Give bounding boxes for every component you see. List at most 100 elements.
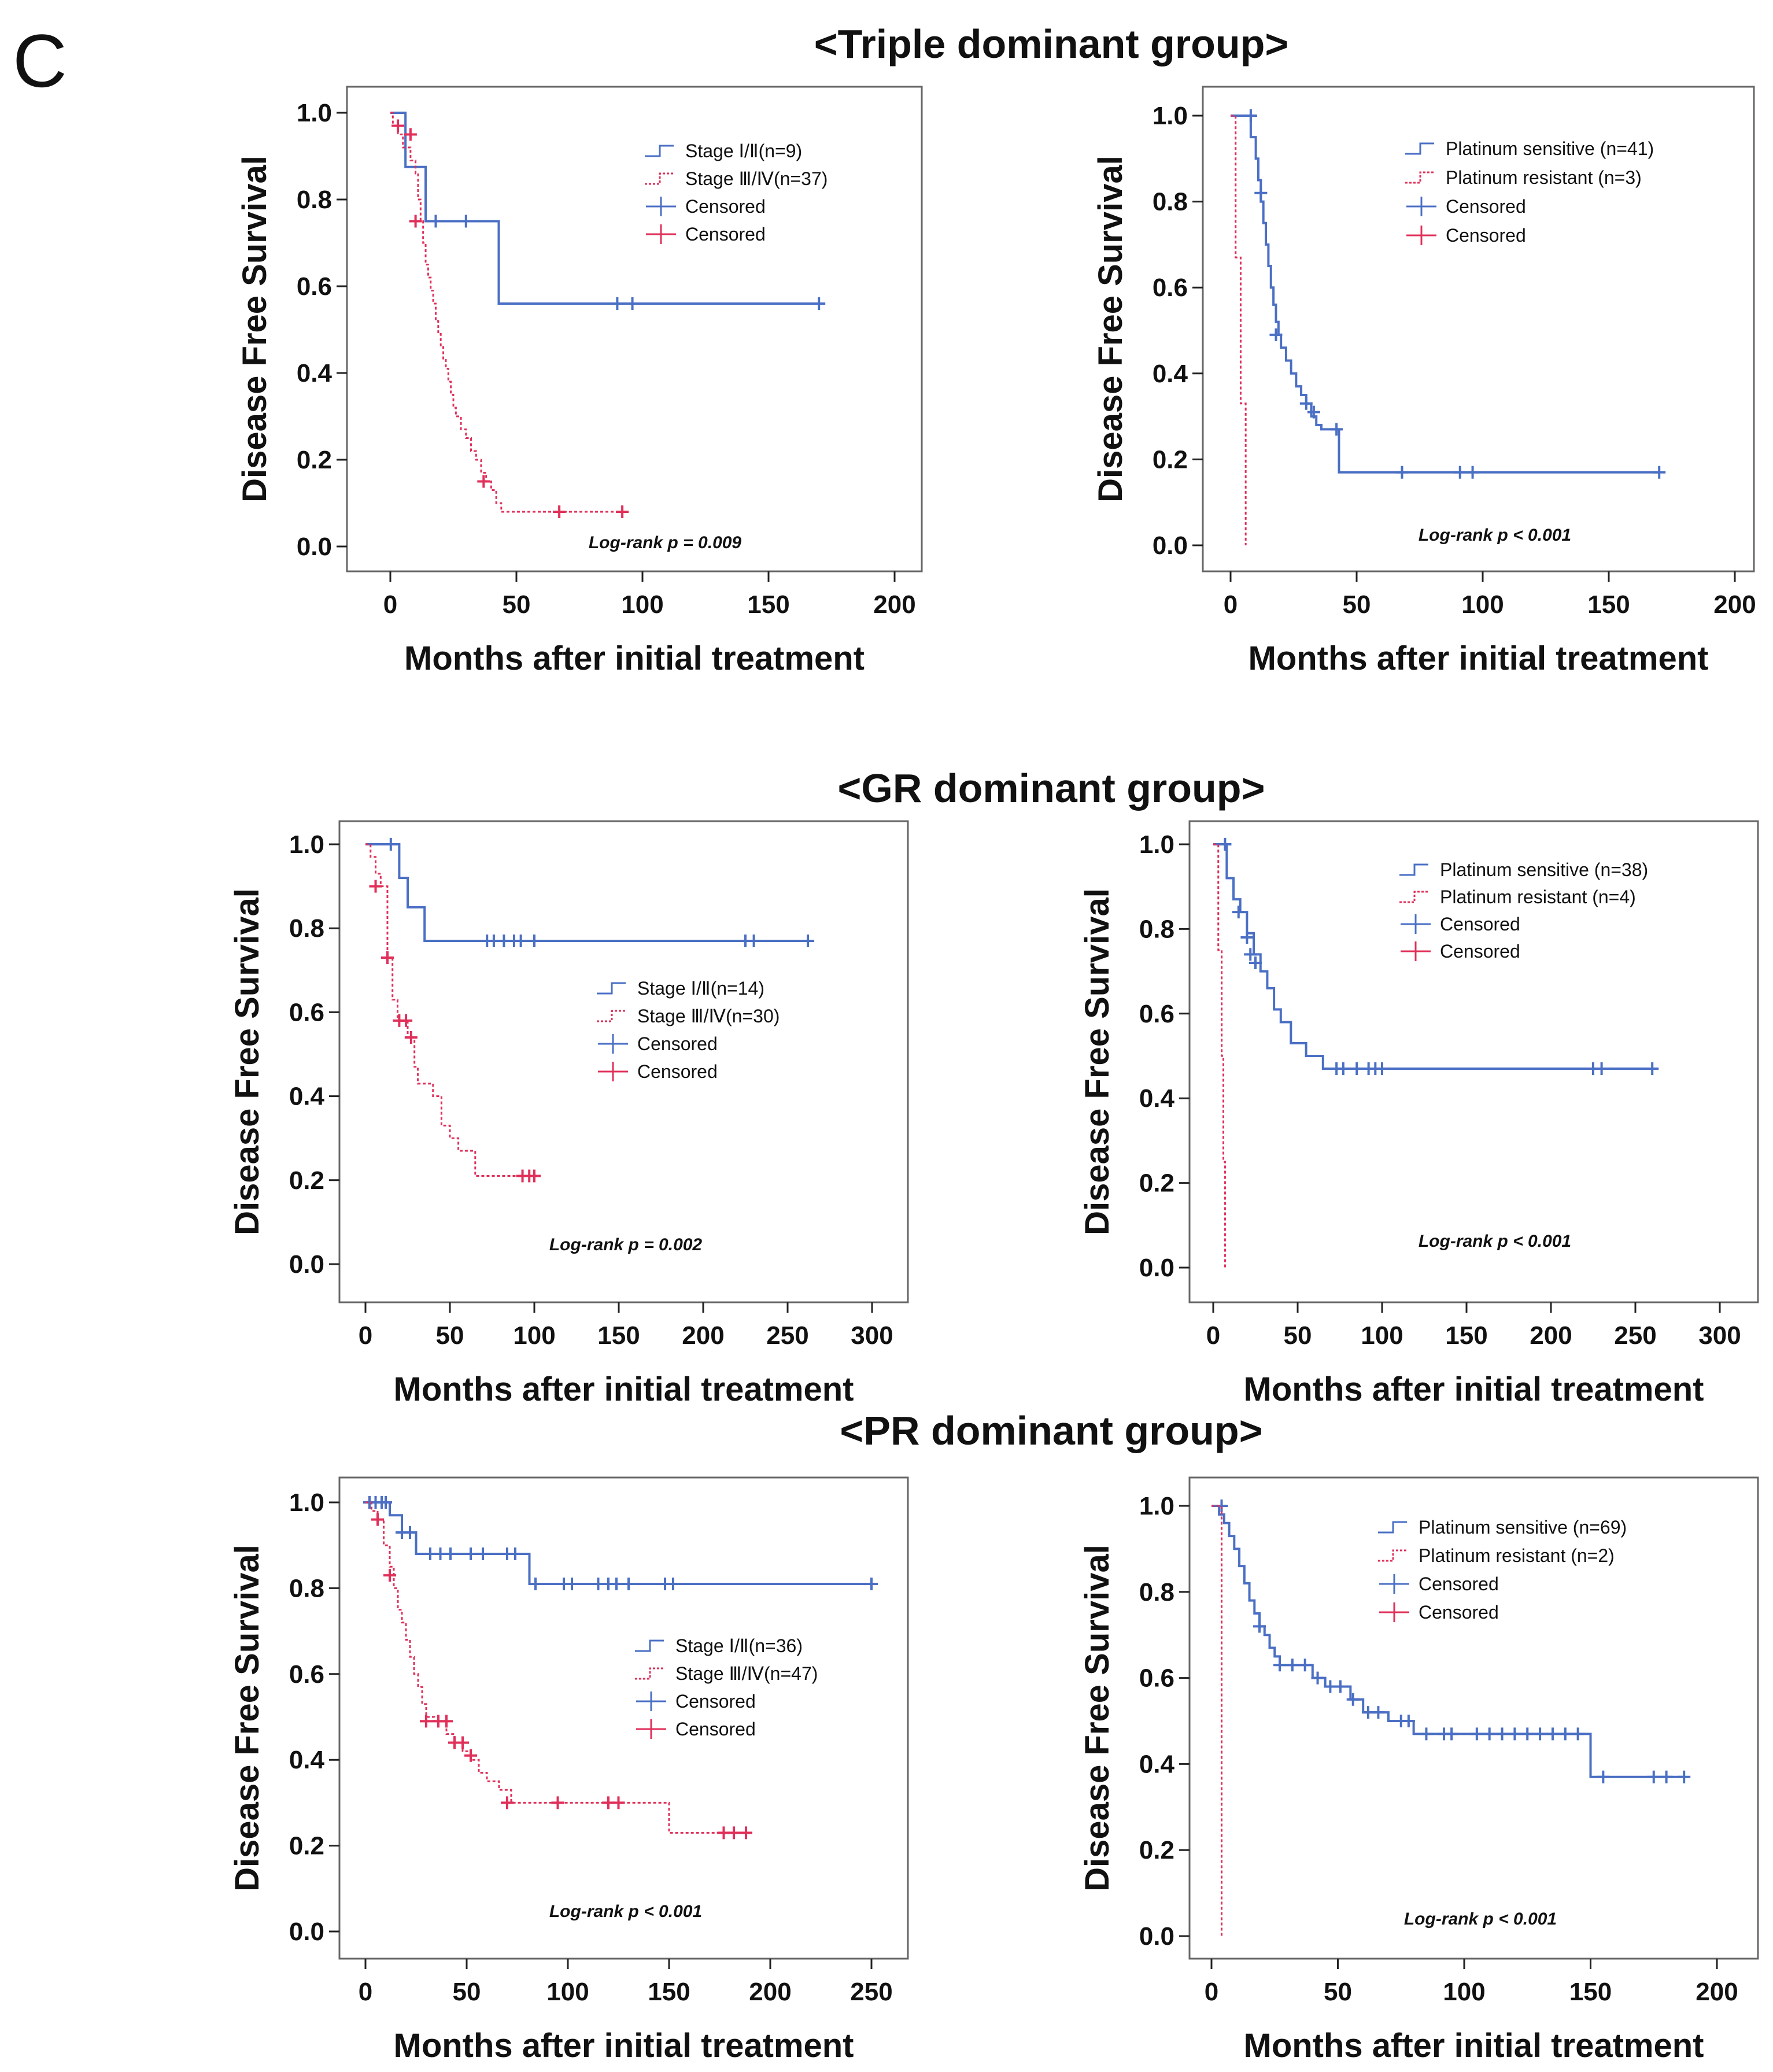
x-axis-title: Months after initial treatment — [1244, 1371, 1704, 1408]
x-tick-label: 150 — [648, 1978, 690, 2006]
censor-mark — [566, 1577, 578, 1590]
legend-swatch — [1378, 1549, 1407, 1562]
series-line-1 — [365, 843, 808, 942]
x-tick-label: 150 — [1587, 590, 1630, 619]
legend-label: Platinum sensitive (n=69) — [1419, 1517, 1627, 1538]
x-tick-label: 0 — [1206, 1321, 1220, 1350]
x-axis-title: Months after initial treatment — [1244, 2027, 1704, 2064]
censor-mark — [610, 1577, 623, 1590]
censor-mark — [1334, 1680, 1347, 1693]
x-tick-label: 200 — [873, 590, 915, 619]
y-tick-label: 0.8 — [297, 186, 332, 214]
x-tick-label: 250 — [850, 1978, 892, 2006]
km-chart-5: 0.0 0.2 0.4 0.6 0.8 1.0 0 50 100 150 200 250 Months … — [228, 1476, 909, 2064]
x-tick-label: 300 — [1698, 1321, 1741, 1350]
x-tick-label: 100 — [1461, 590, 1504, 619]
series-line-1 — [1213, 843, 1653, 1070]
y-tick-label: 0.6 — [1139, 1664, 1174, 1693]
y-tick-label: 0.6 — [289, 1660, 324, 1689]
y-tick-label: 0.4 — [297, 359, 333, 387]
censor-mark — [1420, 1727, 1433, 1741]
censor-mark — [444, 1547, 457, 1561]
censor-mark — [1311, 1671, 1324, 1685]
logrank-pvalue: Log-rank p < 0.001 — [1404, 1910, 1557, 1929]
legend-label: Censored — [1419, 1602, 1499, 1623]
y-tick-label: 1.0 — [289, 1489, 324, 1517]
y-axis-title: Disease Free Survival — [1092, 156, 1129, 503]
legend-label: Stage Ⅰ/Ⅱ(n=36) — [675, 1635, 803, 1656]
censor-mark — [1647, 1770, 1660, 1783]
censor-mark — [1249, 956, 1262, 969]
x-tick-label: 200 — [1530, 1321, 1572, 1350]
y-tick-label: 1.0 — [1139, 1492, 1174, 1520]
plot-frame — [1188, 820, 1759, 1303]
km-chart-1: 0.0 0.2 0.4 0.6 0.8 1.0 0 50 100 150 200 Months aft… — [236, 86, 923, 677]
legend-swatch — [1399, 863, 1428, 876]
censor-mark — [383, 1569, 396, 1582]
series-line-2 — [365, 843, 534, 1177]
series-line-2 — [365, 1501, 746, 1834]
y-tick-label: 0.4 — [289, 1083, 325, 1111]
censor-mark — [369, 880, 382, 893]
y-tick-label: 1.0 — [1139, 830, 1174, 859]
legend-swatch — [1405, 142, 1434, 155]
group-title-gr: <GR dominant group> — [838, 766, 1265, 811]
y-tick-label: 1.0 — [1153, 102, 1188, 130]
censor-mark — [1218, 838, 1232, 851]
logrank-pvalue: Log-rank p < 0.001 — [1419, 1232, 1571, 1251]
censor-mark — [1660, 1770, 1673, 1783]
censor-mark — [747, 934, 760, 947]
censor-mark — [528, 934, 541, 947]
censor-mark — [391, 119, 405, 132]
censor-mark — [1244, 109, 1257, 122]
censor-mark — [740, 1826, 752, 1840]
y-tick-label: 0.6 — [289, 998, 324, 1026]
legend-label: Censored — [1446, 196, 1526, 217]
logrank-pvalue: Log-rank p = 0.009 — [589, 533, 742, 552]
censor-mark — [509, 1547, 522, 1561]
censor-mark — [404, 128, 417, 141]
censor-mark — [1336, 1062, 1350, 1075]
legend-label: Censored — [675, 1691, 756, 1712]
x-axis-title: Months after initial treatment — [394, 2027, 854, 2064]
x-tick-label: 0 — [359, 1978, 372, 2006]
x-tick-label: 150 — [1569, 1978, 1612, 2006]
y-tick-label: 0.8 — [1153, 188, 1188, 216]
y-tick-label: 1.0 — [297, 99, 332, 127]
censor-mark — [379, 1496, 392, 1509]
series-line-2 — [1213, 843, 1226, 1268]
censor-mark — [1395, 466, 1409, 479]
plot-frame — [338, 1476, 909, 1960]
censor-mark — [371, 1513, 384, 1526]
y-tick-label: 0.6 — [297, 272, 332, 301]
y-tick-label: 0.2 — [1153, 445, 1188, 474]
censor-mark — [477, 475, 490, 488]
censor-mark — [404, 1526, 416, 1539]
y-tick-label: 0.4 — [289, 1746, 325, 1774]
censor-mark — [420, 1715, 433, 1728]
censor-mark — [727, 1826, 740, 1840]
x-tick-label: 50 — [436, 1321, 464, 1350]
x-tick-label: 100 — [546, 1978, 589, 2006]
legend-swatch — [1405, 171, 1434, 184]
x-tick-label: 150 — [747, 590, 789, 619]
censor-mark — [1521, 1727, 1534, 1741]
x-tick-label: 50 — [1324, 1978, 1352, 2006]
y-tick-label: 0.2 — [289, 1166, 324, 1195]
x-tick-label: 50 — [503, 590, 531, 619]
censor-mark — [611, 297, 624, 310]
censor-mark — [1508, 1727, 1521, 1741]
y-tick-label: 0.2 — [289, 1832, 324, 1860]
censor-mark — [1350, 1062, 1364, 1075]
censor-mark — [553, 505, 566, 518]
censor-mark — [1646, 1062, 1659, 1075]
x-tick-label: 0 — [359, 1321, 372, 1350]
censor-mark — [812, 297, 826, 310]
censor-mark — [404, 1031, 418, 1044]
x-tick-label: 0 — [383, 590, 397, 619]
legend-label: Stage Ⅲ/Ⅳ(n=30) — [637, 1006, 780, 1026]
x-tick-label: 0 — [1224, 590, 1238, 619]
censor-mark — [1571, 1727, 1584, 1741]
